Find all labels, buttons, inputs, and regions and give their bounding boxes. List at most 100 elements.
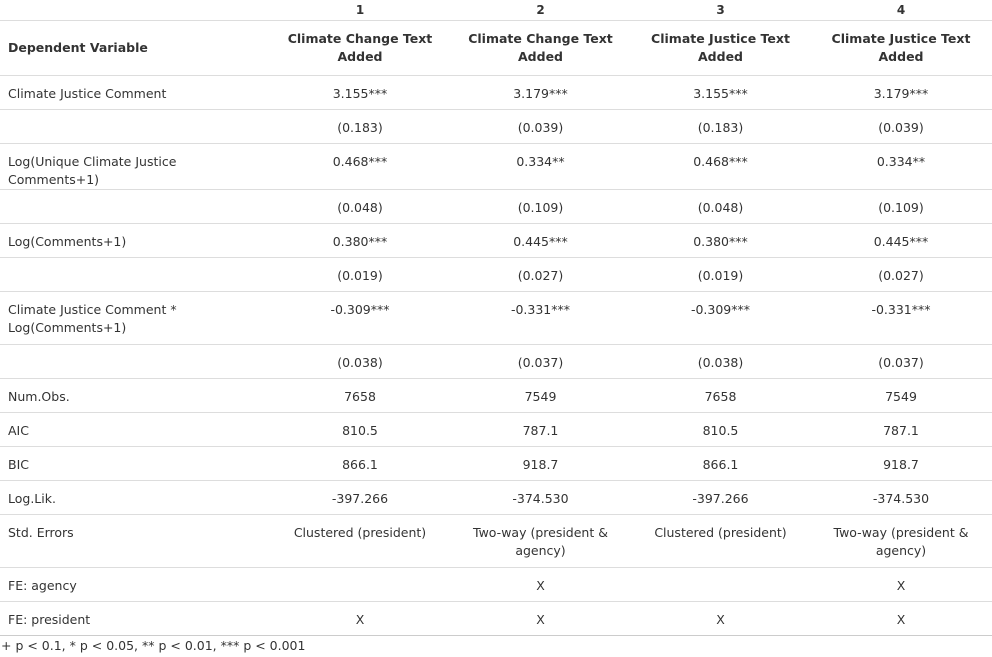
row-label: FE: agency	[0, 567, 270, 602]
row-label: Log(Unique Climate Justice Comments+1)	[0, 143, 270, 190]
table-cell: -0.331***	[810, 291, 992, 345]
table-cell: (0.183)	[270, 109, 450, 144]
table-cell: (0.109)	[450, 189, 631, 224]
table-cell: X	[810, 567, 992, 602]
row-label	[0, 189, 270, 224]
table-cell: (0.183)	[631, 109, 810, 144]
row-label	[0, 257, 270, 292]
table-row: Log(Unique Climate Justice Comments+1) 0…	[0, 143, 992, 190]
row-label	[0, 109, 270, 144]
table-cell: 0.334**	[810, 143, 992, 190]
row-label: Log.Lik.	[0, 480, 270, 515]
table-cell: (0.037)	[450, 344, 631, 379]
model-number: 4	[810, 0, 992, 21]
table-row: Log.Lik. -397.266 -374.530 -397.266 -374…	[0, 480, 992, 515]
table-cell: 0.468***	[270, 143, 450, 190]
table-row: (0.048) (0.109) (0.048) (0.109)	[0, 189, 992, 224]
table-cell: (0.027)	[450, 257, 631, 292]
table-cell	[631, 567, 810, 602]
table-cell: (0.038)	[270, 344, 450, 379]
table-cell: X	[270, 601, 450, 636]
table-cell: (0.109)	[810, 189, 992, 224]
table-cell: (0.039)	[450, 109, 631, 144]
dependent-variable-value: Climate Change Text Added	[450, 20, 631, 76]
table-cell: 0.334**	[450, 143, 631, 190]
table-row: FE: president X X X X	[0, 601, 992, 636]
model-number: 3	[631, 0, 810, 21]
table-cell: 3.179***	[450, 75, 631, 110]
table-cell: -374.530	[810, 480, 992, 515]
table-cell: 3.179***	[810, 75, 992, 110]
table-cell: (0.048)	[631, 189, 810, 224]
table-row: Climate Justice Comment * Log(Comments+1…	[0, 291, 992, 345]
table-cell: -374.530	[450, 480, 631, 515]
model-number-row: 1 2 3 4	[0, 0, 992, 21]
table-cell: -397.266	[631, 480, 810, 515]
table-cell: -0.309***	[631, 291, 810, 345]
table-cell: 810.5	[631, 412, 810, 447]
table-row: Std. Errors Clustered (president) Two-wa…	[0, 514, 992, 568]
table-cell: 866.1	[270, 446, 450, 481]
table-row: AIC 810.5 787.1 810.5 787.1	[0, 412, 992, 447]
table-row: (0.183) (0.039) (0.183) (0.039)	[0, 109, 992, 144]
regression-table: 1 2 3 4 Dependent Variable Climate Chang…	[0, 0, 992, 636]
table-cell: 918.7	[810, 446, 992, 481]
table-row: (0.019) (0.027) (0.019) (0.027)	[0, 257, 992, 292]
table-cell: 7549	[810, 378, 992, 413]
table-cell: 0.445***	[450, 223, 631, 258]
table-cell: (0.019)	[631, 257, 810, 292]
table-cell: 0.380***	[270, 223, 450, 258]
table-cell: (0.027)	[810, 257, 992, 292]
table-cell: X	[450, 601, 631, 636]
row-label: Num.Obs.	[0, 378, 270, 413]
table-cell: 0.468***	[631, 143, 810, 190]
table-cell: Clustered (president)	[270, 514, 450, 568]
table-cell	[270, 567, 450, 602]
table-cell: 866.1	[631, 446, 810, 481]
row-label: Log(Comments+1)	[0, 223, 270, 258]
table-cell: 3.155***	[270, 75, 450, 110]
table-cell: X	[631, 601, 810, 636]
table-row: (0.038) (0.037) (0.038) (0.037)	[0, 344, 992, 379]
table-cell: Two-way (president & agency)	[450, 514, 631, 568]
table-cell: X	[810, 601, 992, 636]
table-cell: 787.1	[810, 412, 992, 447]
row-label: Std. Errors	[0, 514, 270, 568]
table-cell: (0.048)	[270, 189, 450, 224]
table-cell: 0.380***	[631, 223, 810, 258]
table-cell: 0.445***	[810, 223, 992, 258]
table-cell: 7658	[631, 378, 810, 413]
table-cell: X	[450, 567, 631, 602]
table-cell: 7549	[450, 378, 631, 413]
table-cell: Two-way (president & agency)	[810, 514, 992, 568]
table-cell: 787.1	[450, 412, 631, 447]
row-label: BIC	[0, 446, 270, 481]
dependent-variable-value: Climate Justice Text Added	[631, 20, 810, 76]
row-label: FE: president	[0, 601, 270, 636]
table-row: BIC 866.1 918.7 866.1 918.7	[0, 446, 992, 481]
model-number: 2	[450, 0, 631, 21]
table-cell: 810.5	[270, 412, 450, 447]
table-row: Climate Justice Comment 3.155*** 3.179**…	[0, 75, 992, 110]
table-cell: Clustered (president)	[631, 514, 810, 568]
table-cell: (0.037)	[810, 344, 992, 379]
dependent-variable-value: Climate Justice Text Added	[810, 20, 992, 76]
row-label: Climate Justice Comment	[0, 75, 270, 110]
row-label	[0, 344, 270, 379]
significance-footnote: + p < 0.1, * p < 0.05, ** p < 0.01, *** …	[1, 638, 306, 653]
table-row: Log(Comments+1) 0.380*** 0.445*** 0.380*…	[0, 223, 992, 258]
table-cell: 918.7	[450, 446, 631, 481]
table-cell: (0.039)	[810, 109, 992, 144]
table-cell: 7658	[270, 378, 450, 413]
table-row: FE: agency X X	[0, 567, 992, 602]
row-label: AIC	[0, 412, 270, 447]
header-empty-cell	[0, 0, 270, 21]
dependent-variable-row: Dependent Variable Climate Change Text A…	[0, 20, 992, 76]
table-cell: -0.309***	[270, 291, 450, 345]
table-cell: -0.331***	[450, 291, 631, 345]
table-body: Climate Justice Comment 3.155*** 3.179**…	[0, 75, 992, 636]
model-number: 1	[270, 0, 450, 21]
table-cell: (0.019)	[270, 257, 450, 292]
table-row: Num.Obs. 7658 7549 7658 7549	[0, 378, 992, 413]
table-cell: 3.155***	[631, 75, 810, 110]
